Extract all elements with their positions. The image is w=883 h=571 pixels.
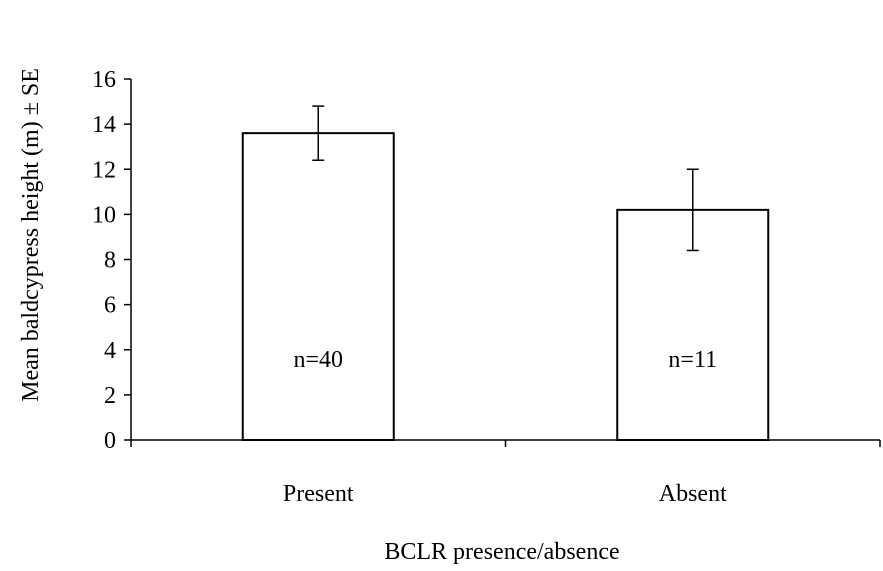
x-tick-label-absent: Absent [659,481,727,507]
y-tick-label: 12 [92,157,116,183]
x-tick-label-present: Present [283,481,354,507]
x-axis-title: BCLR presence/absence [384,539,619,565]
y-axis-title: Mean baldcypress height (m) ± SE [18,68,44,402]
y-tick-label: 16 [92,67,116,93]
bar-present [241,132,395,441]
bar-label-present: n=40 [293,347,343,373]
y-tick-label: 2 [104,383,116,409]
y-tick-label: 8 [104,248,116,274]
plot-area: n=40 Present n=11 Absent 0 2 4 6 8 10 12 14 16 [92,67,881,507]
y-tick-label: 10 [92,202,116,228]
y-tick-label: 14 [92,112,116,138]
y-tick-label: 0 [104,428,116,454]
y-tick-label: 4 [104,338,116,364]
bar-label-absent: n=11 [668,347,717,373]
y-tick-label: 6 [104,293,116,319]
